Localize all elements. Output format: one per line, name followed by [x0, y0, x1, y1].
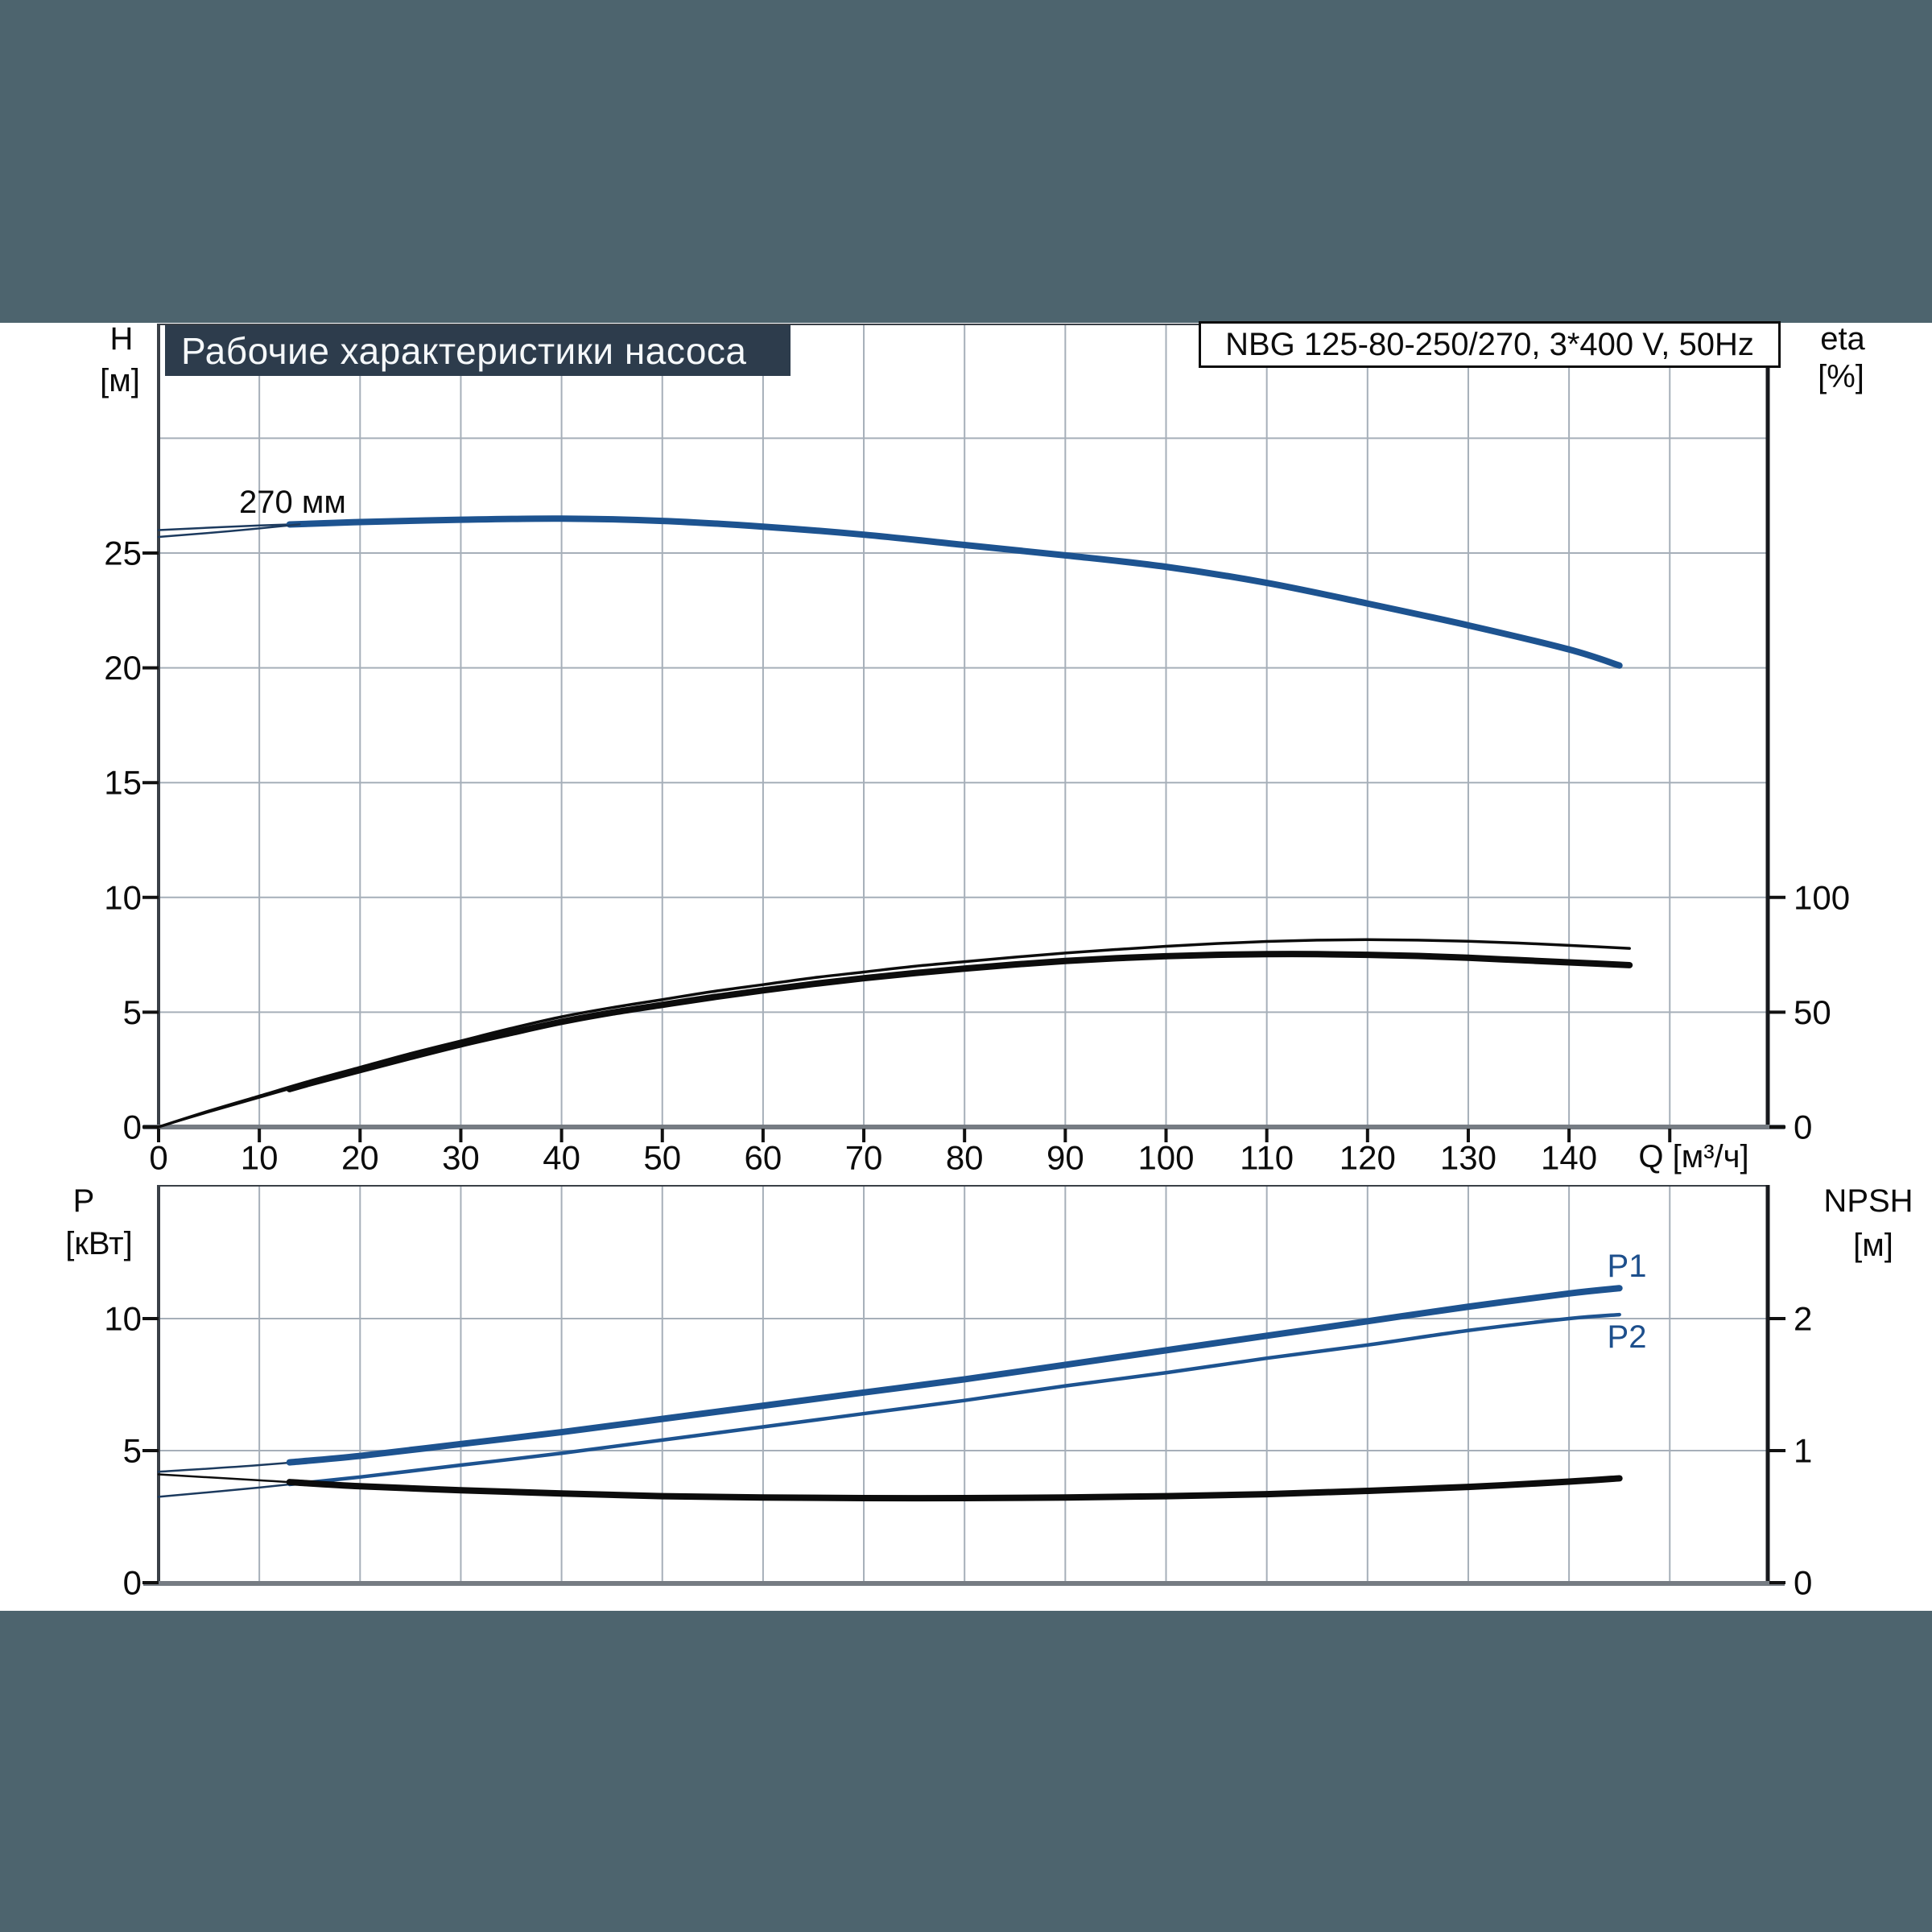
power-p2 — [287, 1312, 1621, 1487]
tick-label: 10 — [104, 1300, 142, 1338]
p1-curve-label: P1 — [1607, 1249, 1647, 1284]
tick-label: 1 — [1794, 1432, 1812, 1470]
tick-label: 15 — [104, 764, 142, 802]
page-band-top — [0, 0, 1932, 323]
npsh-curve — [286, 1475, 1623, 1502]
tick-label: 2 — [1794, 1300, 1812, 1338]
h-axis-unit: [м] — [100, 363, 140, 398]
efficiency-main — [286, 951, 1633, 1092]
efficiency-main-thin — [157, 952, 1631, 1129]
p-axis-name: P — [72, 1183, 95, 1219]
page-band-bottom — [0, 1611, 1932, 1932]
tick-label: 0 — [149, 1139, 167, 1177]
head-curve — [286, 515, 1623, 669]
tick-label: 10 — [104, 878, 142, 916]
h-axis-name: H — [109, 321, 134, 357]
tick-label: 90 — [1046, 1139, 1084, 1177]
eta-axis-name: eta — [1820, 321, 1865, 357]
tick-label: 20 — [104, 649, 142, 687]
tick-label: 10 — [241, 1139, 279, 1177]
efficiency-upper — [157, 938, 1631, 1129]
q-axis-label: Q [м³/ч] — [1638, 1139, 1749, 1174]
tick-label: 0 — [1794, 1564, 1812, 1602]
power-p1 — [286, 1285, 1623, 1466]
tick-label: 70 — [845, 1139, 883, 1177]
tick-label: 130 — [1440, 1139, 1496, 1177]
tick-label: 25 — [104, 535, 142, 572]
tick-label: 30 — [442, 1139, 480, 1177]
eta-axis-unit: [%] — [1818, 359, 1864, 394]
tick-label: 60 — [745, 1139, 782, 1177]
tick-label: 0 — [1794, 1108, 1812, 1146]
tick-label: 5 — [123, 993, 142, 1031]
tick-label: 110 — [1240, 1139, 1294, 1177]
pump-model-box: NBG 125-80-250/270, 3*400 V, 50Hz — [1199, 321, 1781, 368]
tick-label: 0 — [123, 1564, 142, 1602]
pump-model-label: NBG 125-80-250/270, 3*400 V, 50Hz — [1225, 326, 1754, 362]
tick-label: 100 — [1137, 1139, 1194, 1177]
npsh-axis-name: NPSH — [1823, 1183, 1913, 1219]
tick-label: 120 — [1340, 1139, 1396, 1177]
tick-label: 100 — [1794, 878, 1850, 916]
tick-label: 0 — [123, 1108, 142, 1146]
tick-label: 40 — [543, 1139, 580, 1177]
tick-label: 140 — [1541, 1139, 1597, 1177]
tick-label: 50 — [1794, 993, 1831, 1031]
tick-label: 20 — [341, 1139, 379, 1177]
npsh-axis-unit: [м] — [1853, 1228, 1893, 1263]
chart-title-box: Рабочие характеристики насоса — [165, 325, 791, 376]
impeller-size-label: 270 мм — [239, 485, 346, 520]
p2-curve-label: P2 — [1607, 1319, 1647, 1355]
tick-label: 5 — [123, 1432, 142, 1470]
tick-label: 50 — [643, 1139, 681, 1177]
tick-label: 80 — [946, 1139, 984, 1177]
head-curve-thin — [157, 517, 1620, 667]
head-tolerance-line — [157, 523, 301, 539]
chart-title: Рабочие характеристики насоса — [181, 329, 747, 372]
p-axis-unit: [кВт] — [65, 1226, 133, 1261]
